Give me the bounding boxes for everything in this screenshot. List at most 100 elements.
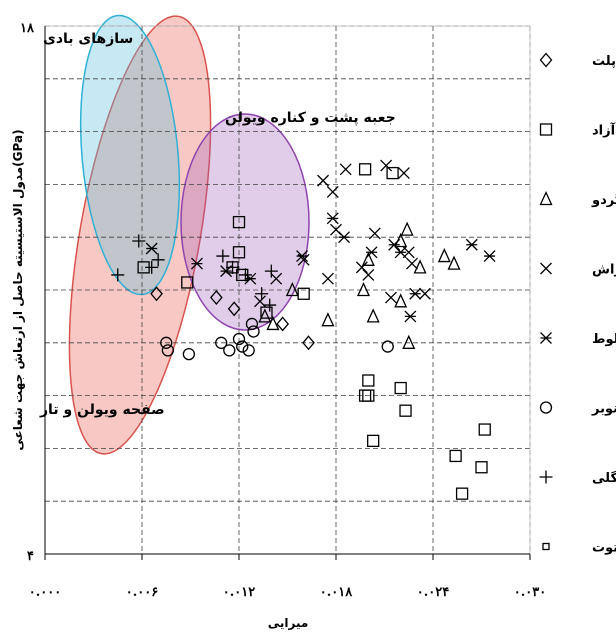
data-point-triangle — [437, 247, 451, 263]
legend-label: افرا پلت — [592, 54, 616, 69]
data-point-square — [399, 404, 412, 417]
data-point-asterisk — [409, 287, 422, 300]
data-point-triangle — [361, 251, 375, 266]
legend-marker-triangle — [539, 190, 553, 206]
data-point-circle — [236, 340, 249, 353]
data-point-square — [367, 434, 380, 448]
series-asterisk — [145, 212, 496, 323]
data-point-x — [406, 257, 418, 270]
data-point-asterisk — [394, 246, 407, 259]
data-point-asterisk — [296, 250, 309, 263]
data-point-plus — [238, 268, 252, 282]
data-points — [111, 159, 496, 500]
data-point-square — [394, 381, 407, 395]
data-point-circle — [215, 336, 228, 349]
data-point-circle — [232, 332, 246, 346]
data-point-circle — [161, 344, 175, 357]
y-tick-label: ۴ — [27, 549, 34, 564]
data-point-triangle — [394, 293, 408, 308]
x-tick-label: ۰.۰۳۰ — [514, 585, 546, 600]
data-point-square — [362, 374, 375, 387]
data-point-x — [385, 291, 397, 304]
data-point-triangle — [285, 281, 299, 297]
series-triangle — [258, 221, 461, 349]
data-point-square — [475, 461, 488, 474]
data-point-x — [355, 261, 368, 274]
data-point-plus — [255, 287, 269, 301]
data-point-plus — [264, 264, 278, 278]
y-tick-labels: ۱۸ ۴ — [20, 21, 35, 564]
series-diamond — [150, 286, 315, 351]
legend-label: توت — [592, 541, 616, 556]
data-point-circle — [182, 347, 196, 361]
data-point-diamond — [210, 290, 223, 306]
data-point-x — [317, 174, 330, 187]
data-point-plus — [263, 298, 277, 312]
data-point-circle — [223, 344, 236, 357]
data-point-plus — [216, 249, 230, 263]
data-point-triangle — [402, 334, 416, 349]
data-point-plus — [145, 260, 159, 274]
legend-marker-circle — [539, 401, 553, 414]
legend-marker-x — [540, 262, 552, 275]
legend-marker-asterisk — [540, 332, 552, 344]
data-point-square — [260, 306, 273, 319]
y-axis-label: مدول الاستیسیته حاصل از ارتعاش جهت شعاعی… — [11, 129, 26, 450]
data-point-plus — [132, 234, 146, 248]
data-point-circle — [381, 340, 394, 353]
data-point-diamond — [276, 316, 290, 332]
x-tick-label: ۰.۰۰۶ — [126, 585, 158, 600]
series-plus — [111, 234, 278, 312]
data-point-square — [478, 423, 491, 436]
legend: افرا پلت آزاد گردو راش بلوط صنوبر کاج جنگلی توت — [539, 52, 616, 556]
data-point-square — [232, 215, 246, 229]
data-point-asterisk — [365, 246, 378, 259]
data-point-plus — [151, 253, 165, 267]
data-point-triangle — [400, 221, 414, 236]
data-point-plus — [111, 268, 125, 282]
legend-marker-diamond — [539, 52, 553, 68]
data-point-x — [321, 272, 334, 285]
data-point-circle — [242, 344, 255, 357]
data-point-circle — [245, 317, 259, 331]
data-point-triangle — [413, 259, 427, 274]
data-point-triangle — [356, 281, 370, 297]
data-point-x — [270, 272, 283, 285]
legend-label: راش — [592, 263, 616, 278]
y-tick-label: ۱۸ — [20, 21, 35, 36]
data-point-asterisk — [338, 231, 351, 244]
region-label-wind-instruments: سازهای بادی — [43, 31, 133, 47]
data-point-x — [368, 227, 381, 240]
series-circle — [160, 317, 394, 361]
data-point-square — [232, 246, 246, 259]
data-point-asterisk — [465, 238, 478, 251]
data-point-asterisk — [404, 310, 417, 323]
legend-label: کاج جنگلی — [592, 470, 616, 486]
data-point-x — [397, 167, 410, 180]
data-point-triangle — [321, 312, 335, 327]
data-point-asterisk — [191, 257, 203, 270]
x-tick-label: ۰.۰۲۴ — [417, 585, 449, 600]
legend-label: گردو — [591, 192, 616, 208]
x-tick-labels: ۰.۰۰۰ ۰.۰۰۶ ۰.۰۱۲ ۰.۰۱۸ ۰.۰۲۴ ۰.۰۳۰ — [29, 585, 546, 600]
data-point-square — [358, 163, 372, 176]
axes — [44, 25, 531, 555]
legend-label: بلوط — [592, 332, 616, 347]
data-point-square — [181, 276, 194, 289]
data-point-square — [386, 166, 399, 180]
data-point-x — [362, 268, 375, 281]
legend-label: صنوبر — [591, 402, 616, 417]
data-point-asterisk — [326, 212, 339, 225]
data-point-diamond — [150, 286, 163, 302]
data-point-plus — [226, 260, 240, 274]
data-point-square — [297, 287, 310, 300]
data-point-asterisk — [145, 242, 158, 255]
legend-label: آزاد — [592, 122, 616, 139]
data-point-triangle — [258, 308, 272, 323]
data-point-diamond — [227, 301, 241, 317]
region-label-soundboard: صفحه ویولن و تار — [39, 402, 165, 418]
data-point-diamond — [302, 335, 315, 351]
data-point-triangle — [447, 255, 461, 270]
data-point-circle — [160, 336, 173, 349]
